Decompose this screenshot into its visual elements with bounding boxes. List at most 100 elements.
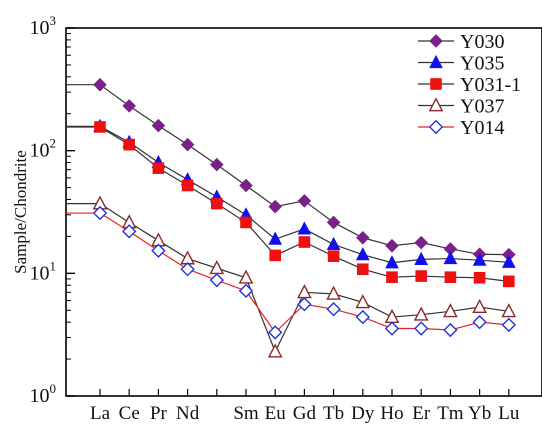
x-tick-label: Eu [265,403,287,424]
legend-label: Y030 [460,31,504,53]
x-tick-label: Ho [380,403,403,424]
x-tick-label: Dy [351,403,375,424]
data-point [180,250,195,265]
series-line [66,126,509,282]
data-point [180,137,195,152]
data-point [298,236,311,248]
data-point [297,297,312,312]
series-y031-1 [66,121,515,288]
data-point [501,317,516,333]
data-point [181,179,194,192]
data-point [501,254,516,268]
data-point [297,194,312,208]
data-point [152,162,165,174]
legend-label: Y014 [460,117,504,139]
data-point [356,263,369,276]
y-tick-label: 103 [30,13,57,39]
legend-marker [429,54,443,69]
data-point [297,221,312,235]
data-point [93,77,107,92]
x-tick-label: Nd [176,403,200,424]
data-point [326,215,341,230]
legend-marker [430,78,442,90]
x-tick-label: Pr [150,403,168,424]
data-point [444,271,457,283]
data-point [326,285,341,300]
data-point [209,260,225,275]
y-tick-label: 102 [30,136,57,162]
data-point [414,321,429,336]
data-point [501,303,517,318]
data-point [472,298,487,314]
data-point [327,250,340,262]
data-point [443,322,458,338]
series-line [66,125,509,264]
data-point [210,197,223,210]
data-point [268,231,283,245]
x-tick-label: Er [412,403,431,424]
data-point [239,178,253,193]
x-tick-label: La [90,403,111,424]
y-tick-label: 100 [30,381,57,407]
data-point [238,283,254,299]
y-axis-label: Sample/Chondrite [11,150,30,274]
data-point [355,309,370,325]
data-point [151,243,166,258]
data-point [269,249,281,262]
legend-label: Y031-1 [460,74,521,96]
data-point [151,118,166,133]
legend-entry: Y030 [418,31,504,53]
series-layer [66,77,517,358]
data-point [268,325,283,340]
legend-label: Y035 [460,53,504,75]
legend-entry: Y037 [418,96,504,118]
data-point [122,224,137,239]
data-point [238,269,254,284]
data-point [180,262,195,277]
series-y014 [66,205,516,340]
series-line [66,212,509,334]
series-y030 [66,77,516,262]
data-point [443,303,458,318]
data-point [443,250,458,265]
data-point [502,275,515,288]
data-point [326,236,341,251]
y-tick-label: 101 [30,258,57,284]
data-point [123,138,136,151]
x-tick-label: Yb [468,403,491,424]
x-tick-label: Sm [233,403,259,424]
x-tick-label: Lu [498,403,520,424]
legend-marker [428,97,444,112]
data-point [472,314,487,330]
data-point [355,247,370,261]
legend-entry: Y014 [418,117,504,139]
data-point [413,306,429,321]
series-line [66,203,509,354]
legend-entry: Y031-1 [418,74,521,96]
data-point [385,238,399,253]
data-point [267,343,283,358]
data-point [415,270,427,282]
data-point [240,216,252,229]
data-point [356,230,370,245]
data-point [297,284,312,299]
data-point [92,205,108,221]
legend-marker [429,34,443,48]
x-tick-label: Tb [323,403,344,424]
data-point [209,272,224,288]
data-point [210,157,224,172]
x-axis: La Ce Pr Nd Sm Eu Gd Tb Dy Ho Er Tm Yb Lu [90,389,520,424]
data-point [414,251,429,265]
data-point [268,199,282,214]
x-tick-label: Ce [119,403,140,424]
data-point [94,121,106,133]
data-point [326,302,341,317]
data-point [384,321,400,336]
data-point [414,235,428,250]
data-point [473,271,486,284]
data-point [122,99,136,113]
y-axis: 100 101 102 103 [30,13,75,407]
x-tick-label: Tm [437,403,464,424]
x-tick-label: Gd [293,403,317,424]
